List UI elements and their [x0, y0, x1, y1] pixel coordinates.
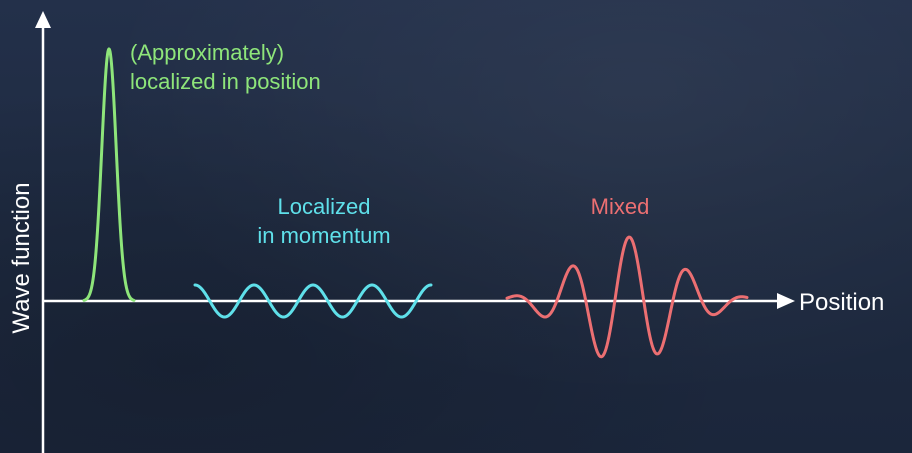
position-localized-label-line1: (Approximately) — [130, 40, 285, 65]
y-axis-arrowhead — [35, 11, 51, 28]
position-localized-label-line2: localized in position — [130, 69, 321, 94]
mixed-label-text: Mixed — [590, 194, 650, 219]
position-localized-label: (Approximately) localized in position — [130, 38, 321, 96]
y-axis-label: Wave function — [8, 182, 35, 334]
momentum-localized-label-line2: in momentum — [257, 223, 391, 248]
position-localized-wave — [82, 47, 136, 302]
mixed-wave — [505, 235, 749, 359]
x-axis-arrowhead — [777, 293, 795, 309]
momentum-localized-label-line1: Localized — [277, 194, 371, 219]
momentum-localized-wave — [193, 283, 433, 319]
mixed-label: Mixed — [560, 192, 680, 221]
momentum-localized-label: Localized in momentum — [226, 192, 422, 250]
x-axis-label: Position — [799, 289, 885, 316]
